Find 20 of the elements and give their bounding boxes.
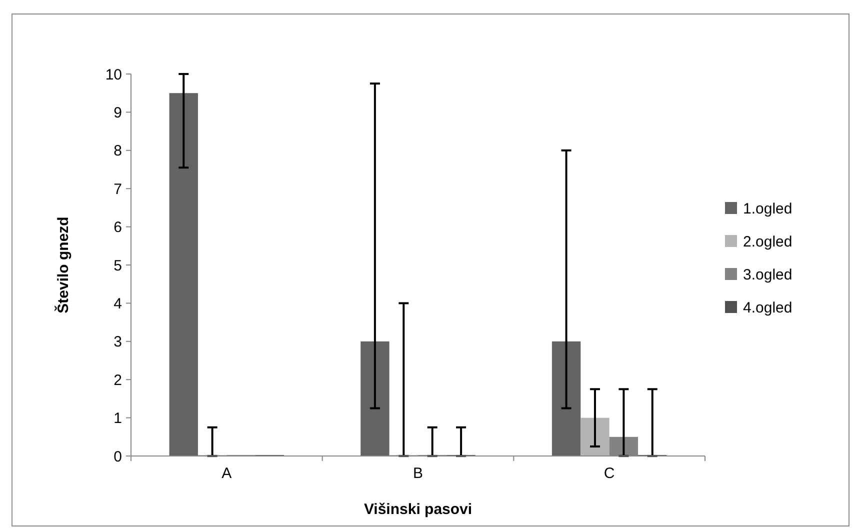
y-tick-label: 1 (114, 410, 122, 428)
y-tick-label: 4 (114, 295, 122, 312)
y-axis-title: Število gnezd (54, 216, 72, 314)
y-tick-label: 7 (114, 180, 122, 198)
y-tick-label: 3 (114, 334, 122, 351)
legend-label: 3.ogled (743, 266, 792, 284)
y-tick-label: 10 (105, 66, 122, 84)
y-tick-label: 5 (114, 257, 122, 274)
x-tick-label: B (412, 465, 424, 482)
x-tick-label: A (222, 465, 232, 482)
y-tick-label: 0 (114, 448, 122, 466)
x-tick-label: C (604, 465, 615, 482)
x-axis-title: Višinski pasovi (364, 501, 472, 518)
y-tick-label: 2 (114, 372, 122, 389)
legend-label: 2.ogled (743, 233, 792, 250)
legend-label: 4.ogled (743, 299, 792, 316)
y-tick-label: 8 (114, 142, 122, 160)
legend-label: 1.ogled (743, 200, 792, 218)
y-tick-label: 6 (114, 219, 122, 236)
y-tick-label: 9 (114, 104, 122, 122)
